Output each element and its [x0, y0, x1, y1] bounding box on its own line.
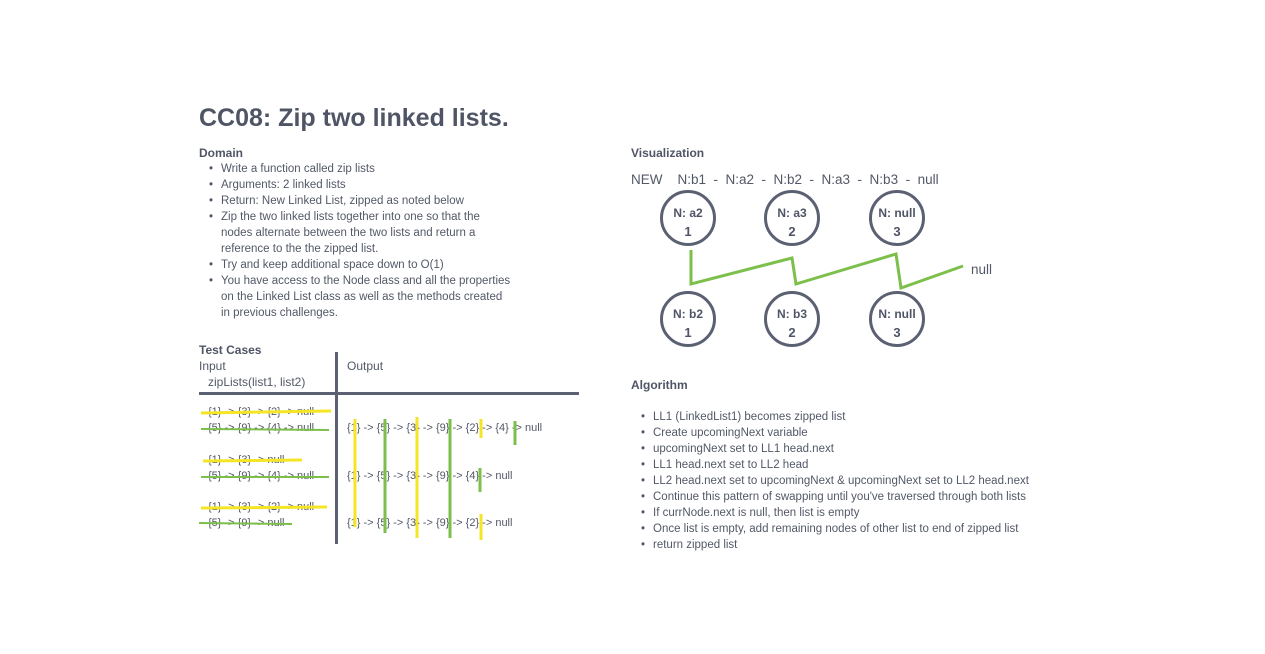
bottom-node: N: b2 1	[660, 291, 716, 347]
domain-heading: Domain	[199, 146, 244, 160]
algorithm-step: Create upcomingNext variable	[641, 425, 1121, 441]
domain-item: Arguments: 2 linked lists	[209, 177, 519, 193]
strike-yellow	[202, 458, 303, 463]
zip-connector-line	[689, 250, 964, 291]
tail-null-label: null	[971, 262, 993, 277]
test-output: {1} -> {5} -> {3} -> {9} -> {2} -> null	[347, 517, 513, 529]
algorithm-step: LL1 head.next set to LL2 head	[641, 457, 1121, 473]
test-input-list2: {5} -> {9} -> {4} -> null	[208, 422, 315, 434]
visualization-sequence: NEW N:b1 - N:a2 - N:b2 - N:a3 - N:b3 - n…	[631, 172, 939, 187]
table-vertical-divider	[335, 352, 338, 544]
algorithm-step: Continue this pattern of swapping until …	[641, 489, 1121, 505]
top-node: N: null 3	[869, 190, 925, 246]
algorithm-heading: Algorithm	[631, 378, 688, 392]
visualization-heading: Visualization	[631, 146, 705, 160]
domain-item: You have access to the Node class and al…	[209, 273, 511, 321]
strike-yellow	[200, 505, 328, 510]
table-horizontal-divider	[199, 392, 579, 395]
domain-item: Try and keep additional space down to O(…	[209, 257, 519, 273]
top-node: N: a3 2	[764, 190, 820, 246]
output-column-header: Output	[347, 359, 384, 373]
algorithm-step: Once list is empty, add remaining nodes …	[641, 521, 1121, 537]
test-output: {1} -> {5} -> {3} -> {9} -> {4} -> null	[347, 470, 513, 482]
bottom-node: N: null 3	[869, 291, 925, 347]
algorithm-list: LL1 (LinkedList1) becomes zipped list Cr…	[641, 409, 1121, 553]
algorithm-step: return zipped list	[641, 537, 1121, 553]
algorithm-step: upcomingNext set to LL1 head.next	[641, 441, 1121, 457]
domain-item: Zip the two linked lists together into o…	[209, 209, 511, 257]
algorithm-step: LL1 (LinkedList1) becomes zipped list	[641, 409, 1121, 425]
bottom-node: N: b3 2	[764, 291, 820, 347]
input-column-header: Input	[199, 359, 226, 373]
algorithm-step: LL2 head.next set to upcomingNext & upco…	[641, 473, 1121, 489]
domain-list: Write a function called zip lists Argume…	[209, 161, 519, 321]
strike-green	[198, 522, 293, 525]
domain-item: Return: New Linked List, zipped as noted…	[209, 193, 519, 209]
input-column-subheader: zipLists(list1, list2)	[208, 375, 306, 389]
strike-green	[200, 428, 330, 431]
domain-item: Write a function called zip lists	[209, 161, 519, 177]
top-node: N: a2 1	[660, 190, 716, 246]
algorithm-step: If currNode.next is null, then list is e…	[641, 505, 1121, 521]
test-cases-heading: Test Cases	[199, 343, 262, 357]
test-output: {1} -> {5} -> {3} -> {9} -> {2} -> {4} -…	[347, 422, 543, 434]
page-title: CC08: Zip two linked lists.	[199, 104, 509, 132]
strike-yellow	[200, 409, 332, 415]
